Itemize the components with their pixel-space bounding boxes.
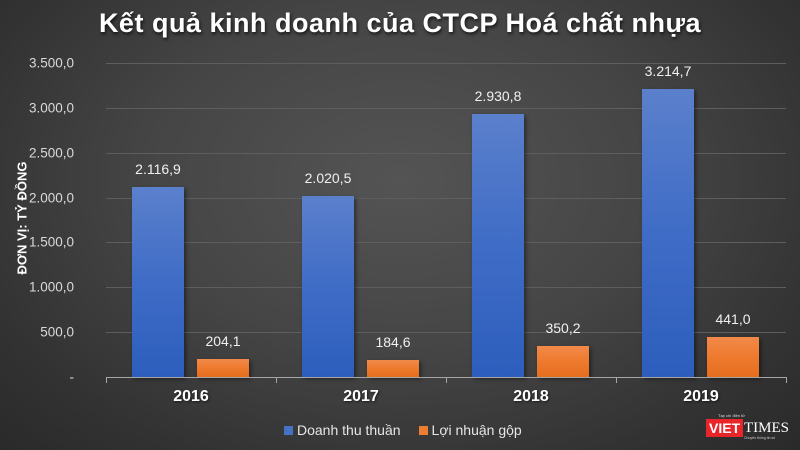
y-tick-label: 3.000,0 <box>28 100 74 116</box>
logo-tagline: Tạp chí điện tử <box>718 413 745 418</box>
data-label: 350,2 <box>545 319 581 336</box>
bar-revenue <box>472 114 524 377</box>
logo-viet: VIET <box>706 419 744 437</box>
bar-gross-profit <box>707 337 759 377</box>
bar-gross-profit <box>367 360 419 377</box>
legend-label: Doanh thu thuần <box>297 422 401 438</box>
legend-swatch-blue <box>284 425 293 435</box>
y-tick-label: 500,0 <box>40 324 74 340</box>
bar-gross-profit <box>197 358 249 377</box>
data-label: 3.214,7 <box>644 62 692 79</box>
data-label: 2.930,8 <box>474 88 522 105</box>
chart-title: Kết quả kinh doanh của CTCP Hoá chất nhự… <box>98 8 702 38</box>
logo-subtitle: Chuyên thông tin số <box>744 436 776 440</box>
x-axis-tick <box>106 377 107 383</box>
y-tick-label: 2.500,0 <box>28 145 74 161</box>
legend-label: Lợi nhuận gộp <box>431 422 522 438</box>
data-label: 441,0 <box>715 311 751 328</box>
x-tick-label: 2019 <box>683 388 719 405</box>
y-tick-label: - <box>69 369 75 385</box>
gridline <box>106 152 786 154</box>
gridline <box>106 197 786 199</box>
x-tick-label: 2016 <box>173 388 209 405</box>
gridline <box>106 63 786 64</box>
logo-times: TIMES <box>744 420 789 436</box>
y-tick-label: 3.500,0 <box>28 55 74 71</box>
x-axis-tick <box>446 377 447 383</box>
data-label: 2.020,5 <box>304 169 352 186</box>
legend: Doanh thu thuần Lợi nhuận gộp <box>284 422 522 438</box>
gridline <box>106 107 786 109</box>
gridline <box>106 287 786 289</box>
x-axis-tick <box>276 377 277 383</box>
x-tick-label: 2018 <box>513 388 549 405</box>
legend-item-gross-profit: Lợi nhuận gộp <box>418 422 522 438</box>
bar-gross-profit <box>537 345 589 377</box>
plot-area: - 500,0 1.000,0 1.500,0 2.000,0 2.500,0 3.000,… <box>29 56 786 385</box>
x-axis-tick <box>616 377 617 383</box>
x-axis-tick <box>786 377 787 383</box>
y-tick-label: 2.000,0 <box>28 190 74 206</box>
bar-revenue <box>132 187 184 377</box>
bar-revenue <box>642 88 694 377</box>
gridline <box>106 332 786 334</box>
data-label: 204,1 <box>205 332 241 349</box>
data-label: 184,6 <box>375 334 411 351</box>
y-axis-label: ĐƠN VỊ: TỶ ĐỒNG <box>14 161 30 275</box>
gridline <box>106 242 786 244</box>
legend-swatch-orange <box>418 425 428 435</box>
y-tick-label: 1.000,0 <box>28 279 74 295</box>
y-tick-label: 1.500,0 <box>28 234 74 250</box>
viettimes-logo: Tạp chí điện tử VIET TIMES Chuyên thông … <box>706 413 796 441</box>
legend-item-revenue: Doanh thu thuần <box>284 422 401 438</box>
bar-revenue <box>302 195 354 377</box>
data-label: 2.116,9 <box>135 161 181 178</box>
x-tick-label: 2017 <box>343 388 379 405</box>
